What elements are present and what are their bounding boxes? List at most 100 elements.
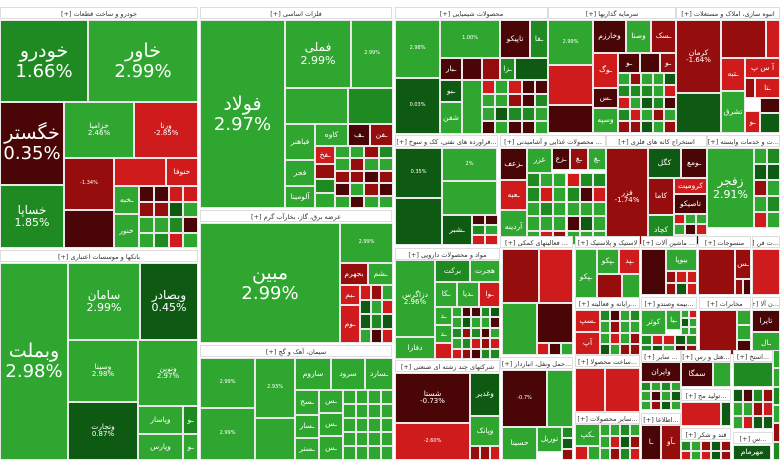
stock-tile[interactable]: وسپه (593, 108, 618, 133)
sector-header[interactable]: ... سایر [+] (641, 350, 681, 362)
stock-tile-small[interactable] (689, 326, 697, 335)
stock-tile-small[interactable] (452, 327, 462, 339)
stock-tile-small[interactable] (378, 146, 393, 159)
stock-tile-small[interactable] (364, 183, 379, 196)
stock-tile-small[interactable] (630, 436, 640, 448)
stock-tile[interactable]: دزاگرس 2.96% (395, 260, 435, 337)
stock-tile[interactable]: کاوه (315, 124, 348, 146)
stock-tile[interactable]: شفن (440, 102, 462, 134)
stock-tile-small[interactable] (600, 321, 610, 333)
stock-tile-small[interactable] (371, 314, 382, 329)
stock-tile-small[interactable] (480, 338, 491, 349)
stock-tile-small[interactable] (368, 418, 381, 432)
stock-tile[interactable]: 2.98% (395, 20, 440, 78)
stock-tile[interactable]: ـفا (530, 20, 548, 58)
stock-tile-small[interactable] (676, 283, 687, 295)
stock-tile-small[interactable] (685, 224, 696, 235)
stock-tile[interactable]: ـوا (479, 282, 500, 307)
stock-tile-small[interactable] (686, 271, 697, 283)
sector-header[interactable]: ... فعالیتهای کمکی [+] (500, 236, 573, 248)
stock-tile-small[interactable] (380, 446, 393, 460)
stock-tile-small[interactable] (485, 215, 498, 225)
stock-tile-small[interactable] (773, 441, 780, 460)
stock-tile[interactable]: ـسج (295, 390, 319, 415)
stock-tile-small[interactable] (686, 283, 697, 295)
stock-tile[interactable]: فجر (285, 160, 315, 186)
sector-header[interactable]: مواد و محصولات دارویی [+] (395, 248, 500, 260)
stock-tile[interactable]: ـدیا (457, 282, 479, 307)
stock-tile-small[interactable] (470, 446, 480, 460)
stock-tile-small[interactable] (508, 107, 522, 121)
stock-tile-small[interactable] (537, 343, 549, 355)
stock-tile-small[interactable] (540, 201, 554, 217)
stock-tile[interactable]: وپاسار (138, 406, 183, 434)
stock-tile-small[interactable] (364, 158, 379, 171)
sector-header[interactable]: ...ت فن [+] (752, 236, 780, 248)
stock-tile-small[interactable] (620, 332, 630, 344)
stock-tile-small[interactable] (349, 195, 364, 208)
stock-tile-small[interactable] (527, 187, 541, 202)
stock-tile[interactable]: وپارس (138, 434, 183, 460)
stock-tile[interactable]: وبملت 2.98% (0, 263, 68, 460)
stock-tile-small[interactable] (754, 148, 767, 164)
stock-tile-small[interactable] (681, 441, 691, 451)
stock-tile[interactable]: ـوم (340, 305, 360, 343)
stock-tile[interactable]: ـا (641, 425, 661, 460)
stock-tile-small[interactable] (315, 164, 335, 179)
stock-tile-small[interactable] (553, 187, 567, 202)
stock-tile-small[interactable] (490, 338, 500, 349)
sector-header[interactable]: ...س [+] (733, 432, 773, 444)
sector-header[interactable]: قند و شکر [+] (681, 428, 731, 440)
stock-tile-small[interactable] (610, 343, 620, 355)
stock-tile-small[interactable] (610, 436, 620, 448)
stock-tile-small[interactable] (641, 85, 653, 97)
stock-tile-small[interactable] (721, 450, 731, 460)
stock-tile-small[interactable] (495, 93, 509, 107)
stock-tile-small[interactable] (371, 299, 382, 314)
stock-tile-small[interactable] (335, 146, 350, 159)
stock-tile[interactable]: خگستر 0.35% (0, 102, 64, 185)
stock-tile[interactable] (575, 368, 605, 412)
stock-tile[interactable]: تاصیکو (674, 194, 707, 214)
stock-tile-small[interactable] (461, 317, 472, 328)
stock-tile-small[interactable] (382, 328, 393, 343)
stock-tile-small[interactable] (652, 121, 665, 133)
stock-tile[interactable]: خزامیا 2.46% (64, 102, 134, 158)
stock-tile-small[interactable] (490, 327, 500, 339)
stock-tile[interactable]: خنوفا (166, 158, 198, 186)
stock-tile[interactable] (760, 113, 780, 133)
stock-tile[interactable]: ـآو (661, 425, 681, 460)
stock-tile-small[interactable] (600, 424, 610, 436)
stock-tile-small[interactable] (480, 307, 491, 318)
stock-tile-small[interactable] (618, 85, 630, 97)
sector-header[interactable]: ...اطلاعا [+] (641, 413, 681, 425)
stock-tile[interactable]: 2% (442, 148, 497, 181)
stock-tile-small[interactable] (696, 214, 707, 225)
stock-tile-small[interactable] (490, 446, 500, 460)
stock-tile-small[interactable] (368, 404, 381, 418)
sector-header[interactable]: ... ماشین آلات [+] (641, 236, 697, 248)
stock-tile[interactable]: ـد (435, 307, 452, 325)
stock-tile[interactable]: آپ (575, 332, 600, 355)
stock-tile[interactable]: وسینا 2.98% (68, 340, 138, 402)
stock-tile[interactable]: وایران (641, 362, 681, 382)
stock-tile[interactable]: وتجارت 0.87% (68, 402, 138, 460)
stock-tile-small[interactable] (364, 195, 379, 208)
stock-tile[interactable]: 2.99% (548, 20, 593, 65)
stock-tile[interactable]: کگل (648, 148, 681, 178)
sector-header[interactable]: ...استخ [+] (733, 350, 773, 362)
stock-tile[interactable]: سمگا (681, 362, 713, 387)
stock-tile-small[interactable] (553, 173, 567, 188)
stock-tile[interactable]: شستا -0.73% (395, 373, 470, 423)
stock-tile-small[interactable] (629, 85, 642, 97)
stock-tile[interactable]: ـکا (435, 282, 457, 307)
stock-tile-small[interactable] (600, 436, 610, 448)
stock-tile[interactable]: ـسپ (575, 310, 600, 332)
stock-tile-small[interactable] (480, 446, 490, 460)
stock-tile[interactable]: ـوگ (593, 53, 618, 88)
stock-tile[interactable]: برکت (435, 260, 470, 282)
stock-tile[interactable]: ـپکو (597, 249, 619, 274)
stock-tile-small[interactable] (737, 310, 751, 325)
stock-tile-small[interactable] (630, 321, 640, 333)
stock-tile-small[interactable] (620, 424, 630, 436)
